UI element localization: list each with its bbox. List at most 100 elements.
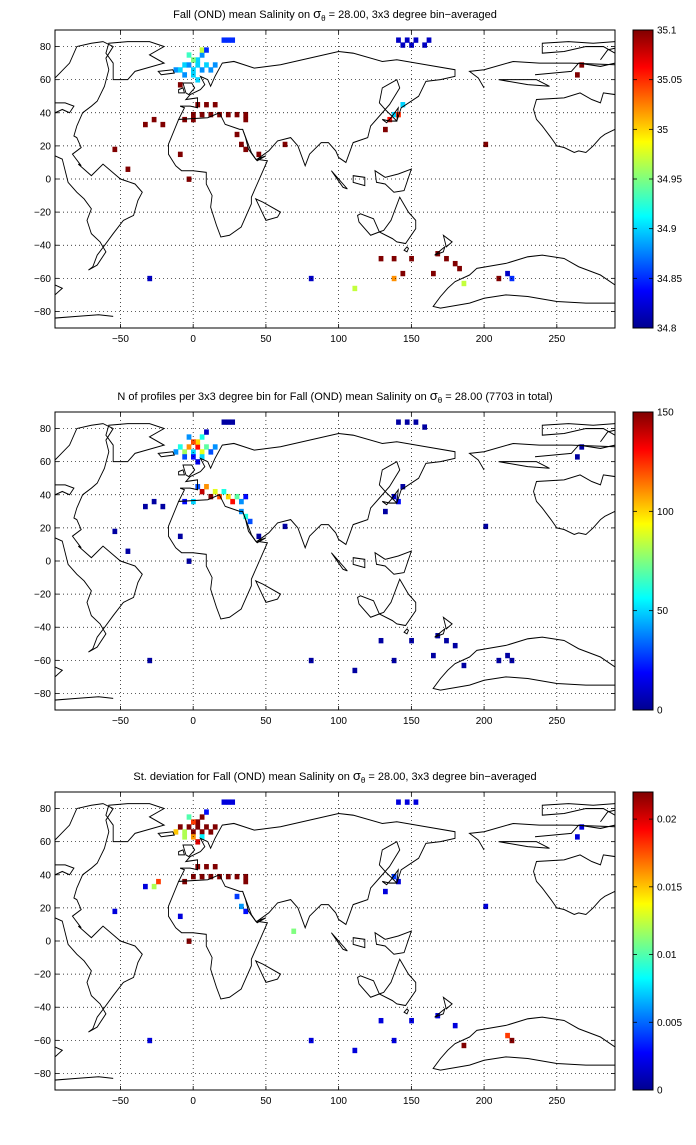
data-cell (243, 513, 249, 520)
y-tick-label: 20 (40, 141, 52, 152)
y-tick-label: 80 (40, 804, 52, 815)
data-cell (199, 67, 205, 73)
data-cell (391, 111, 397, 118)
data-cell (383, 508, 388, 515)
data-cell (230, 37, 236, 43)
data-cell (204, 864, 209, 870)
y-tick-label: 40 (40, 490, 52, 501)
data-cell (225, 799, 231, 805)
data-cell (400, 484, 406, 490)
data-cell (182, 72, 188, 78)
data-cell (225, 873, 231, 880)
data-cell (143, 121, 148, 128)
data-cell (125, 166, 131, 172)
data-cell (221, 488, 227, 495)
data-cell (243, 146, 249, 153)
title-prefix: Fall (OND) mean Salinity on (173, 9, 313, 21)
data-cell (452, 1022, 458, 1029)
data-cell (505, 270, 510, 277)
colorbar-tick-label: 50 (657, 606, 669, 617)
data-cell (239, 903, 244, 910)
data-cell (199, 873, 205, 880)
data-cell (199, 829, 205, 835)
axes-frame (54, 29, 616, 329)
data-cell (177, 82, 183, 88)
data-cell (225, 37, 231, 43)
title-suffix: = 28.00 (7703 in total) (442, 391, 552, 403)
data-cell (282, 523, 288, 530)
x-tick-label: 100 (330, 334, 347, 345)
y-tick-label: −60 (34, 1036, 51, 1047)
x-tick-label: 50 (260, 1096, 272, 1107)
data-cell (186, 434, 192, 440)
data-cell (204, 444, 209, 450)
panel-3: St. deviation for Fall (OND) mean Salini… (34, 768, 682, 1107)
data-cell (177, 67, 183, 73)
data-cell (221, 37, 227, 43)
data-cell (378, 637, 384, 644)
data-cell (391, 493, 397, 500)
data-cell (496, 657, 502, 664)
data-cell (147, 1037, 153, 1044)
data-cell (182, 834, 188, 840)
data-cell (212, 444, 218, 450)
data-cell (191, 439, 196, 445)
panel-title: Fall (OND) mean Salinity on σθ = 28.00, … (173, 6, 497, 23)
data-cell (186, 824, 192, 830)
title-sub: θ (361, 776, 366, 785)
data-cell (182, 116, 188, 123)
data-cell (143, 883, 148, 890)
data-cell (404, 799, 410, 805)
data-cell (191, 116, 196, 123)
data-cell (413, 37, 419, 43)
colorbar-tick-label: 0.005 (657, 1018, 682, 1029)
data-cell (352, 285, 358, 292)
data-cell (225, 493, 231, 500)
colorbar-gradient (632, 791, 654, 1091)
data-cell (413, 419, 419, 425)
data-cell (208, 111, 214, 118)
data-cell (400, 102, 406, 108)
data-cell (212, 62, 218, 68)
data-cell (212, 864, 218, 870)
data-cell (505, 1032, 510, 1039)
data-cell (239, 141, 244, 148)
y-tick-label: 40 (40, 108, 52, 119)
data-cell (199, 47, 205, 53)
colorbar-gradient (632, 411, 654, 711)
panel-title: St. deviation for Fall (OND) mean Salini… (133, 768, 536, 785)
data-cell (204, 429, 209, 435)
colorbar-tick-label: 0.01 (657, 950, 677, 961)
y-tick-label: −40 (34, 623, 51, 634)
x-tick-label: 150 (403, 716, 420, 727)
y-tick-label: 20 (40, 903, 52, 914)
title-suffix: = 28.00, 3x3 degree bin−averaged (365, 771, 536, 783)
y-tick-label: 60 (40, 75, 52, 86)
data-cell (177, 151, 183, 158)
data-cell (186, 176, 192, 182)
data-cell (383, 126, 388, 133)
data-cell (291, 928, 297, 934)
y-tick-label: 0 (45, 175, 51, 186)
data-cell (444, 637, 449, 644)
data-cell (204, 824, 209, 830)
data-cell (143, 503, 148, 510)
data-cell (225, 419, 231, 425)
data-cell (404, 419, 410, 425)
data-cells (112, 419, 585, 674)
data-cell (186, 444, 192, 450)
data-cell (225, 111, 231, 118)
data-cell (208, 449, 214, 455)
y-tick-label: 40 (40, 870, 52, 881)
data-cell (147, 275, 153, 282)
data-cell (396, 878, 401, 885)
colorbar: 150 100 50 0 (632, 408, 674, 717)
data-cell (575, 834, 580, 840)
grid (55, 412, 615, 710)
data-cell (177, 913, 183, 920)
data-cell (217, 873, 222, 880)
data-cell (191, 819, 196, 825)
data-cell (199, 834, 205, 840)
data-cell (191, 498, 196, 505)
